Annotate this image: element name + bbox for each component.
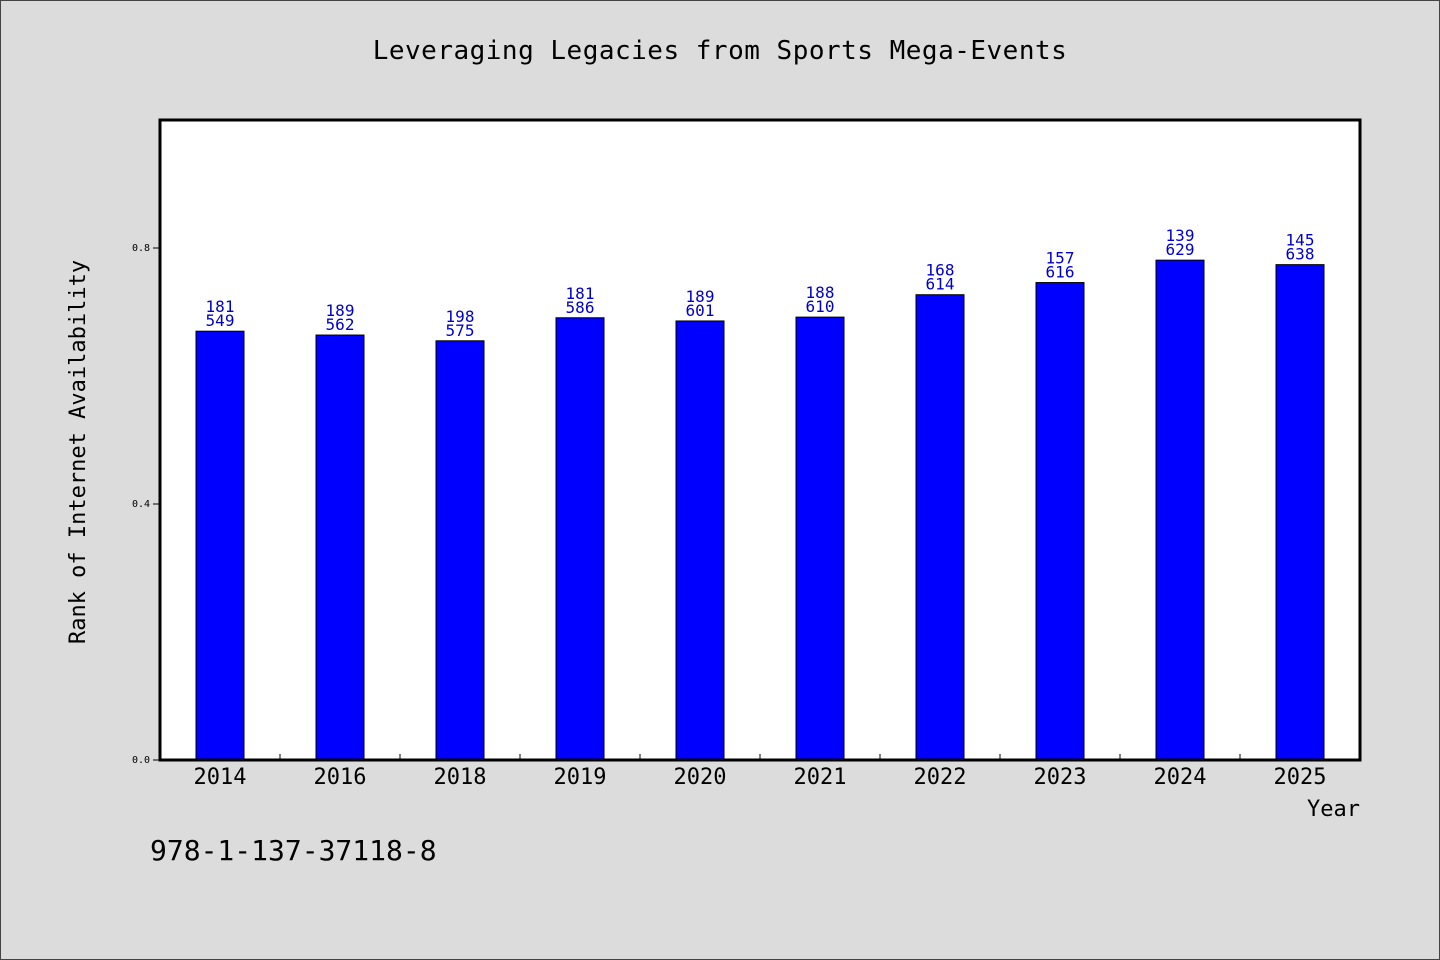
y-tick-label: 0.8 xyxy=(132,243,150,254)
bar-label-bottom: 610 xyxy=(806,297,835,316)
bar xyxy=(795,316,845,761)
x-tick-label: 2022 xyxy=(914,765,967,790)
bar-label-top: 181 xyxy=(206,297,235,316)
bar xyxy=(1035,282,1085,761)
bar-label-bottom: 586 xyxy=(566,298,595,317)
bar xyxy=(435,340,485,761)
bar xyxy=(915,294,965,761)
y-tick-label: 0.4 xyxy=(132,499,150,510)
x-axis-label: Year xyxy=(1307,797,1360,822)
x-tick-label: 2024 xyxy=(1154,765,1207,790)
bar-label-bottom: 562 xyxy=(326,315,355,334)
bar-label-top: 157 xyxy=(1046,249,1075,268)
y-axis-label: Rank of Internet Availability xyxy=(66,260,91,644)
bar-label-bottom: 638 xyxy=(1286,245,1315,264)
bar-label-bottom: 616 xyxy=(1046,263,1075,282)
bar-label-bottom: 629 xyxy=(1166,240,1195,259)
x-tick-label: 2023 xyxy=(1034,765,1087,790)
bar-label-bottom: 601 xyxy=(686,301,715,320)
isbn-text: 978-1-137-37118-8 xyxy=(150,834,437,867)
bar xyxy=(195,330,245,761)
x-tick-label: 2016 xyxy=(314,765,367,790)
bar-label-top: 139 xyxy=(1166,226,1195,245)
bar xyxy=(555,317,605,761)
bar-label-bottom: 549 xyxy=(206,311,235,330)
bar xyxy=(1155,259,1205,761)
bar xyxy=(675,320,725,761)
bar-label-top: 168 xyxy=(926,261,955,280)
x-tick-label: 2020 xyxy=(674,765,727,790)
bar-label-top: 198 xyxy=(446,307,475,326)
bar-label-top: 181 xyxy=(566,284,595,303)
bar-label-top: 188 xyxy=(806,283,835,302)
bar xyxy=(1275,264,1325,761)
x-tick-label: 2018 xyxy=(434,765,487,790)
chart-title: Leveraging Legacies from Sports Mega-Eve… xyxy=(372,36,1068,66)
bar xyxy=(315,334,365,761)
x-tick-label: 2021 xyxy=(794,765,847,790)
bar-label-top: 189 xyxy=(686,287,715,306)
x-tick-label: 2014 xyxy=(194,765,247,790)
y-tick-label: 0.0 xyxy=(132,755,150,766)
x-tick-label: 2025 xyxy=(1274,765,1327,790)
x-tick-label: 2019 xyxy=(554,765,607,790)
bar-label-bottom: 575 xyxy=(446,321,475,340)
bar-label-top: 189 xyxy=(326,301,355,320)
bar-label-top: 145 xyxy=(1286,231,1315,250)
plot-border xyxy=(158,118,1362,762)
bar-label-bottom: 614 xyxy=(926,275,955,294)
